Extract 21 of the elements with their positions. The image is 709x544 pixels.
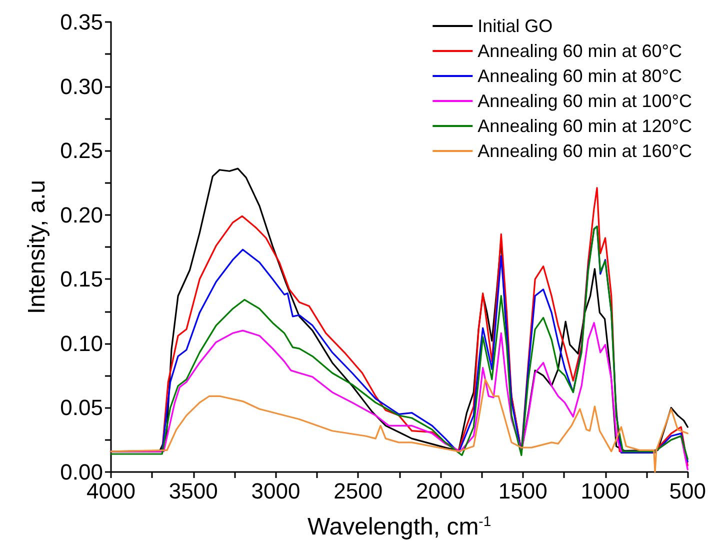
legend-label: Annealing 60 min at 80°C bbox=[478, 66, 682, 86]
x-tick-label: 2500 bbox=[334, 478, 383, 504]
y-tick-label: 0.15 bbox=[60, 266, 103, 292]
x-tick-label: 1500 bbox=[498, 478, 548, 504]
legend-label: Annealing 60 min at 120°C bbox=[478, 116, 692, 136]
x-tick-label: 1000 bbox=[580, 478, 630, 504]
legend-label: Annealing 60 min at 60°C bbox=[478, 41, 682, 61]
legend-label: Annealing 60 min at 100°C bbox=[478, 91, 692, 111]
x-tick-label: 3500 bbox=[168, 478, 218, 504]
legend-label: Initial GO bbox=[478, 16, 553, 36]
y-tick-label: 0.10 bbox=[60, 330, 103, 356]
y-tick-label: 0.05 bbox=[60, 395, 103, 420]
x-tick-label: 3000 bbox=[251, 478, 300, 504]
y-tick-label: 0.35 bbox=[60, 10, 103, 34]
y-tick-label: 0.20 bbox=[60, 202, 103, 228]
y-tick-label: 0.25 bbox=[60, 138, 103, 164]
legend-label: Annealing 60 min at 160°C bbox=[478, 141, 692, 161]
x-tick-label: 500 bbox=[669, 478, 706, 504]
y-axis-title: Intensity, a.u bbox=[24, 180, 50, 314]
y-tick-label: 0.30 bbox=[60, 74, 103, 99]
x-tick-label: 2000 bbox=[416, 478, 465, 504]
